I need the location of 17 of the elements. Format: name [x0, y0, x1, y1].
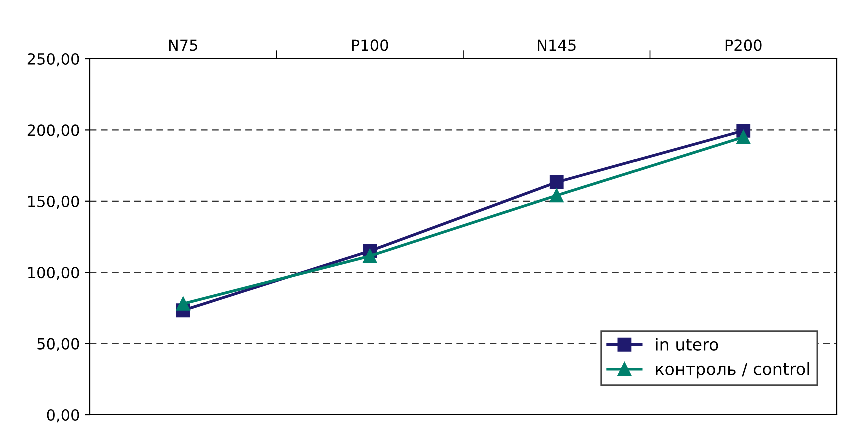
point — [550, 188, 564, 203]
y-tick-label: 250,00 — [28, 53, 80, 67]
point — [550, 176, 564, 190]
x-tick-label: P200 — [726, 40, 762, 52]
point — [363, 249, 378, 264]
point — [176, 296, 190, 311]
legend-label: контроль / control — [656, 362, 810, 379]
y-tick-label: 100,00 — [28, 267, 80, 280]
legend-label: in utero — [656, 338, 718, 351]
point — [736, 130, 751, 144]
y-tick-label: 0,00 — [47, 409, 80, 423]
x-tick-label: P100 — [352, 40, 388, 52]
y-tick-label: 150,00 — [28, 196, 80, 209]
y-tick-label: 50,00 — [38, 338, 80, 352]
x-tick-label: N145 — [538, 40, 576, 52]
y-tick-label: 200,00 — [28, 124, 80, 138]
x-tick-label: N75 — [169, 40, 198, 52]
